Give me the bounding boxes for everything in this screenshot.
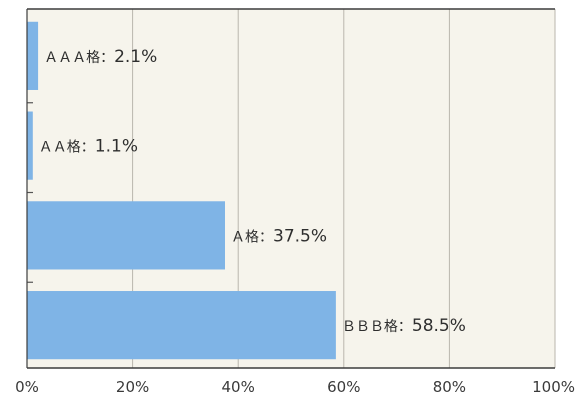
bar: [27, 21, 39, 90]
bar-label: ＢＢＢ格：58.5%: [342, 316, 466, 336]
bar: [27, 201, 225, 270]
x-tick-label: 80%: [433, 378, 466, 396]
x-tick-label: 40%: [222, 378, 255, 396]
bar-value-label: 1.1%: [95, 137, 138, 157]
bar-category-label: ＡＡＡ格：: [44, 50, 114, 66]
x-tick-labels: 0% 20% 40% 60% 80% 100%: [15, 378, 575, 396]
bar-category-label: Ａ格：: [231, 229, 273, 245]
bar-labels: ＡＡＡ格：2.1% ＡＡ格：1.1% Ａ格：37.5% ＢＢＢ格：58.5%: [39, 47, 466, 336]
bar-value-label: 58.5%: [412, 316, 466, 336]
bar: [27, 111, 33, 180]
bar-label: ＡＡＡ格：2.1%: [44, 47, 157, 67]
bar-label: Ａ格：37.5%: [231, 226, 327, 246]
bar-value-label: 2.1%: [114, 47, 157, 67]
bar: [27, 291, 336, 360]
bar-label: ＡＡ格：1.1%: [39, 137, 138, 157]
bar-category-label: ＡＡ格：: [39, 140, 95, 156]
x-tick-label: 0%: [15, 378, 39, 396]
bar-value-label: 37.5%: [273, 226, 327, 246]
x-tick-label: 60%: [327, 378, 360, 396]
bars: [27, 21, 336, 360]
x-tick-label: 100%: [532, 378, 575, 396]
x-tick-label: 20%: [116, 378, 149, 396]
axes: [26, 8, 555, 369]
bar-category-label: ＢＢＢ格：: [342, 319, 412, 335]
